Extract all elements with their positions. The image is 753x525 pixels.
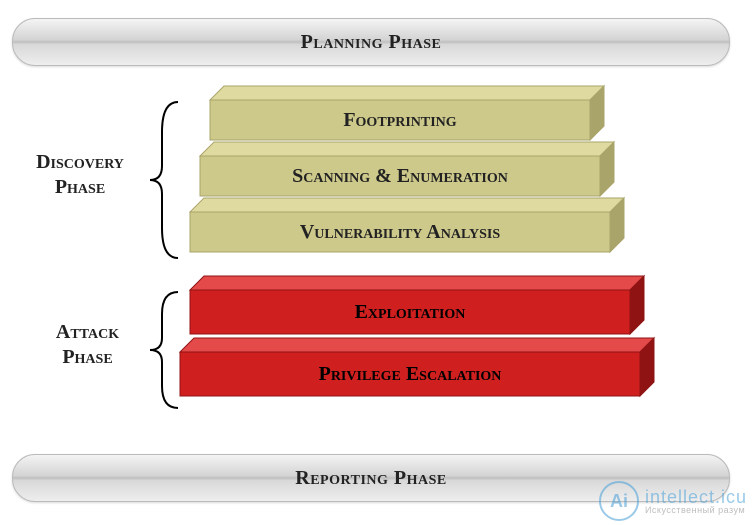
block-label: Exploitation [190,290,630,334]
watermark-line2: Искусственный разум [645,506,747,515]
watermark: Ai intellect.icu Искусственный разум [599,481,747,521]
discovery-brace [148,100,180,260]
block-4: Privilege Escalation [180,352,640,396]
discovery-phase-line2: Phase [55,176,105,198]
block-3: Exploitation [190,290,630,334]
planning-phase-label: Planning Phase [301,19,442,65]
planning-phase-pill: Planning Phase [12,18,730,66]
discovery-phase-label: Discovery Phase [20,150,140,200]
block-2: Vulnerability Analysis [190,212,610,252]
watermark-badge-text: Ai [610,491,628,512]
watermark-line1: intellect.icu [645,488,747,506]
attack-brace [148,290,180,410]
watermark-text: intellect.icu Искусственный разум [645,488,747,515]
attack-phase-label: Attack Phase [35,320,140,370]
block-0: Footprinting [210,100,590,140]
attack-phase-line2: Phase [62,346,112,368]
reporting-phase-label: Reporting Phase [295,455,446,501]
block-label: Scanning & Enumeration [200,156,600,196]
watermark-badge-icon: Ai [599,481,639,521]
block-label: Footprinting [210,100,590,140]
discovery-phase-line1: Discovery [36,151,124,173]
block-1: Scanning & Enumeration [200,156,600,196]
block-label: Vulnerability Analysis [190,212,610,252]
attack-phase-line1: Attack [56,321,119,343]
block-label: Privilege Escalation [180,352,640,396]
